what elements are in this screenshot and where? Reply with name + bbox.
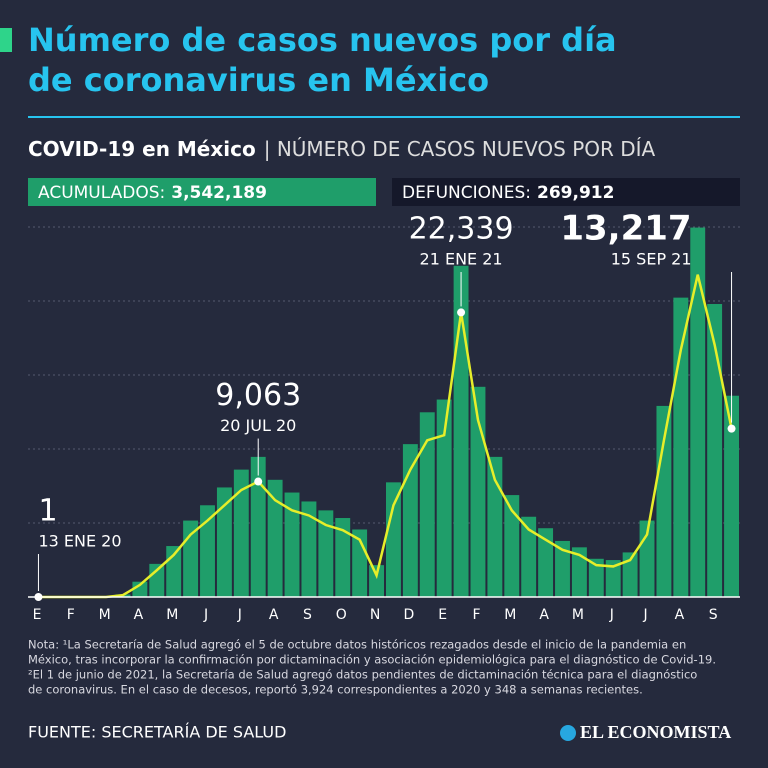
- bar: [571, 547, 587, 597]
- bar: [386, 482, 401, 597]
- x-tick-label: O: [336, 607, 347, 623]
- date-label: 13 ENE 20: [38, 531, 121, 550]
- bar: [470, 386, 486, 597]
- x-tick-label: M: [166, 607, 178, 623]
- stat: DEFUNCIONES: 269,912: [402, 183, 614, 203]
- bar: [673, 297, 689, 597]
- bar: [200, 505, 215, 597]
- title: Número de casos nuevos por día de coronav…: [28, 21, 617, 99]
- stat-label: DEFUNCIONES:: [402, 183, 531, 203]
- logo: EL ECONOMISTA: [580, 722, 731, 742]
- bar: [588, 558, 604, 597]
- bar: [436, 399, 452, 597]
- note-line: ²El 1 de junio de 2021, la Secretaría de…: [28, 668, 697, 682]
- bar: [487, 456, 503, 597]
- value-label: 1: [38, 493, 57, 528]
- bar: [318, 510, 334, 597]
- trend-line: [38, 274, 733, 599]
- bar: [233, 469, 249, 597]
- point: [457, 308, 466, 317]
- note-line: de coronavirus. En el caso de decesos, r…: [28, 683, 643, 697]
- x-tick-label: M: [504, 607, 516, 623]
- title-line: de coronavirus en México: [28, 61, 489, 99]
- stat-label: ACUMULADOS:: [38, 183, 165, 203]
- subtitle: COVID-19 en México | NÚMERO DE CASOS NUEV…: [28, 137, 656, 161]
- x-tick-label: D: [404, 607, 415, 623]
- x-tick-label: M: [99, 607, 111, 623]
- x-tick-label: J: [203, 607, 208, 623]
- accent: [0, 28, 12, 52]
- stat: ACUMULADOS: 3,542,189: [38, 183, 267, 203]
- x-tick-label: A: [539, 607, 549, 623]
- subtitle-bold: COVID-19 en México: [28, 137, 256, 161]
- bar: [301, 501, 317, 597]
- x-tick-label: E: [33, 607, 42, 623]
- subtitle-text: | NÚMERO DE CASOS NUEVOS POR DÍA: [264, 137, 656, 161]
- bar: [521, 516, 537, 597]
- date-label: 21 ENE 21: [420, 250, 503, 269]
- bar: [555, 540, 570, 597]
- x-tick-label: F: [472, 607, 480, 623]
- bar: [724, 395, 739, 597]
- point: [727, 424, 736, 433]
- x-tick-label: E: [438, 607, 447, 623]
- decor-grid: [28, 226, 740, 524]
- title-line: Número de casos nuevos por día: [28, 21, 617, 59]
- x-tick-label: M: [572, 607, 584, 623]
- bar: [538, 528, 554, 597]
- source: FUENTE: SECRETARÍA DE SALUD: [28, 723, 286, 742]
- bar: [216, 487, 232, 597]
- notes: Nota: ¹La Secretaría de Salud agregó el …: [28, 638, 716, 697]
- bar: [622, 552, 638, 597]
- x-tick-label: S: [303, 607, 312, 623]
- x-tick-label: A: [675, 607, 685, 623]
- bar: [504, 495, 520, 597]
- bar: [267, 479, 283, 597]
- note-line: México, tras incorporar la confirmación …: [28, 653, 716, 667]
- x-tick-label: S: [709, 607, 718, 623]
- x-tick-label: A: [134, 607, 144, 623]
- point: [254, 477, 263, 486]
- bar: [284, 492, 300, 597]
- bar: [335, 518, 351, 597]
- value-label: 13,217: [560, 209, 691, 249]
- bar: [605, 560, 621, 597]
- bar: [183, 520, 199, 597]
- x-tick-label: N: [370, 607, 380, 623]
- bar: [132, 581, 148, 597]
- bar: [707, 304, 723, 597]
- x-tick-label: J: [237, 607, 242, 623]
- logo-icon: [560, 725, 576, 741]
- value-label: 22,339: [409, 212, 514, 247]
- x-tick-label: F: [67, 607, 75, 623]
- bar: [402, 444, 418, 597]
- x-tick-label: J: [609, 607, 614, 623]
- x-tick-label: J: [643, 607, 648, 623]
- bar: [369, 565, 384, 597]
- x-tick-label: A: [269, 607, 279, 623]
- stat-value: 269,912: [537, 183, 614, 203]
- stat-box: [28, 178, 376, 206]
- value-label: 9,063: [215, 378, 301, 413]
- note-line: Nota: ¹La Secretaría de Salud agregó el …: [28, 638, 686, 652]
- stat-box: [392, 178, 740, 206]
- plot: E F M A M J J A S O N D E F M A M J J A S 1 13 ENE 20 9,063 20 J…: [31, 209, 739, 623]
- bar: [690, 227, 706, 597]
- date-label: 15 SEP 21: [611, 250, 692, 269]
- bar: [656, 405, 672, 597]
- bar: [250, 456, 266, 597]
- stat-value: 3,542,189: [171, 183, 267, 203]
- bar: [419, 412, 435, 597]
- date-label: 20 JUL 20: [220, 416, 296, 435]
